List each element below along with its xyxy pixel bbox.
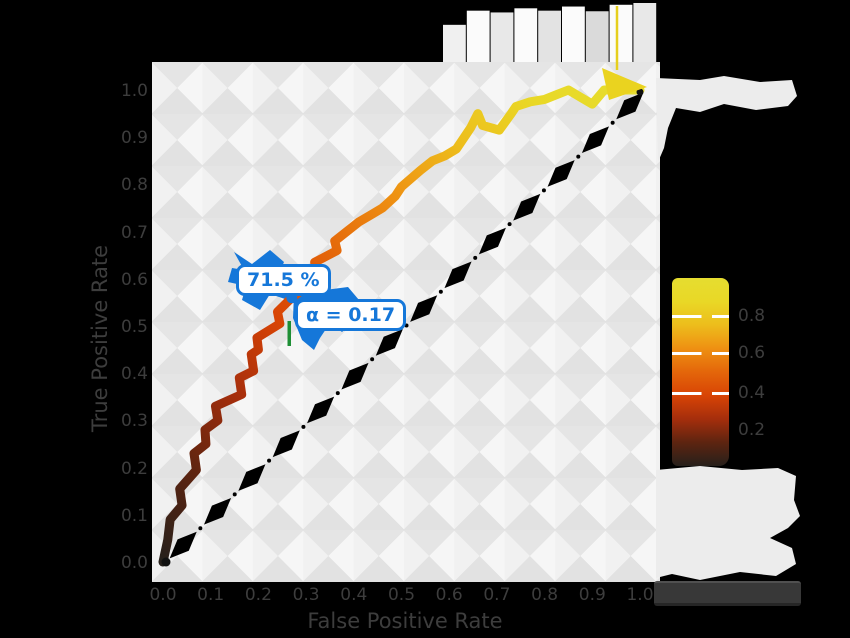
sketch-blob-bottom-right [656, 466, 800, 580]
chance-line-dot [541, 188, 546, 193]
colorbar-tick-mark [672, 314, 729, 318]
chance-line-dot [232, 492, 237, 497]
chance-line-dash [547, 160, 575, 187]
colorbar-tick-mark [672, 391, 729, 395]
chance-line-dot [370, 357, 375, 362]
chance-line-dot [438, 289, 443, 294]
roc-curve [158, 85, 645, 567]
top-histogram-bar [466, 10, 490, 63]
x-tick-label: 0.5 [387, 585, 416, 605]
y-tick-label: 0.4 [120, 364, 148, 385]
chance-line-dot [301, 424, 306, 429]
top-histogram-bar [490, 12, 514, 63]
threshold-slider-track [654, 581, 801, 606]
top-histogram-bar [585, 11, 609, 62]
top-histogram-bar [538, 10, 561, 63]
x-tick-label: 0.2 [244, 585, 272, 605]
y-tick-label: 0.8 [120, 175, 148, 196]
chance-line-dot [267, 458, 272, 463]
y-tick-label: 0.7 [120, 222, 148, 243]
chance-line-dash [444, 261, 472, 289]
y-tick-label: 1.0 [120, 81, 148, 101]
x-tick-label: 0.7 [483, 585, 511, 605]
top-histogram-bar [443, 24, 466, 62]
chance-line-dash [238, 464, 266, 491]
y-tick-label: 0.2 [120, 458, 148, 479]
x-tick-label: 0.4 [340, 585, 368, 605]
curve-start-dot [161, 557, 171, 567]
colorbar-tick-label: 0.8 [738, 305, 766, 326]
top-histogram-bar [514, 8, 538, 63]
colorbar-tick-label: 0.6 [738, 343, 766, 364]
threshold-colorbar: 0.8 0.6 0.4 0.2 [672, 278, 765, 466]
x-tick-label: 0.8 [531, 585, 559, 605]
chance-line-dash [272, 430, 300, 458]
chance-line-dot [576, 154, 581, 159]
chance-line-dash [307, 396, 335, 424]
colorbar-tick-label: 0.2 [738, 420, 766, 441]
chance-line-dash [616, 92, 644, 120]
sketch-blob-top-right [656, 76, 797, 162]
chance-line-dot [335, 391, 340, 396]
curve-end-dot [636, 88, 644, 96]
x-tick-label: 1.0 [626, 585, 654, 605]
y-tick-label: 0.3 [120, 411, 148, 432]
y-tick-label: 0.1 [120, 505, 148, 526]
top-histogram-bar [562, 6, 585, 62]
chance-line-dash [581, 126, 610, 154]
chance-line-dash [341, 362, 369, 390]
colorbar-tick-mark [672, 352, 729, 356]
chance-line-dot [473, 255, 478, 260]
curve-arrow-head [602, 68, 647, 100]
green-drop-marker [287, 321, 291, 346]
chance-line-dash [169, 531, 197, 559]
chance-line-dash [513, 193, 541, 221]
x-tick-label: 0.6 [435, 585, 463, 605]
y-tick-label: 0.5 [120, 317, 148, 337]
chance-line-dash [410, 295, 438, 322]
x-tick-label: 0.9 [578, 585, 606, 605]
x-axis-title: False Positive Rate [307, 609, 503, 633]
chance-line-dot [198, 526, 203, 531]
colorbar-tick-label: 0.4 [738, 382, 766, 403]
chance-line-dot [610, 120, 615, 125]
chance-line-dash [478, 227, 506, 255]
x-tick-label: 0.3 [292, 585, 320, 605]
x-tick-label: 0.0 [149, 585, 177, 605]
accuracy-callout: 71.5 % [236, 264, 331, 296]
y-tick-label: 0.9 [120, 128, 148, 149]
chance-line-dash [375, 329, 403, 356]
threshold-callout: α = 0.17 [295, 299, 407, 331]
x-tick-label: 0.1 [197, 585, 225, 605]
chance-line-dash [203, 497, 232, 525]
top-histogram-bar [633, 3, 657, 62]
chance-line-dot [507, 222, 512, 227]
y-tick-label: 0.6 [120, 269, 148, 290]
y-tick-label: 0.0 [120, 553, 148, 573]
top-histogram-bar [609, 4, 633, 62]
